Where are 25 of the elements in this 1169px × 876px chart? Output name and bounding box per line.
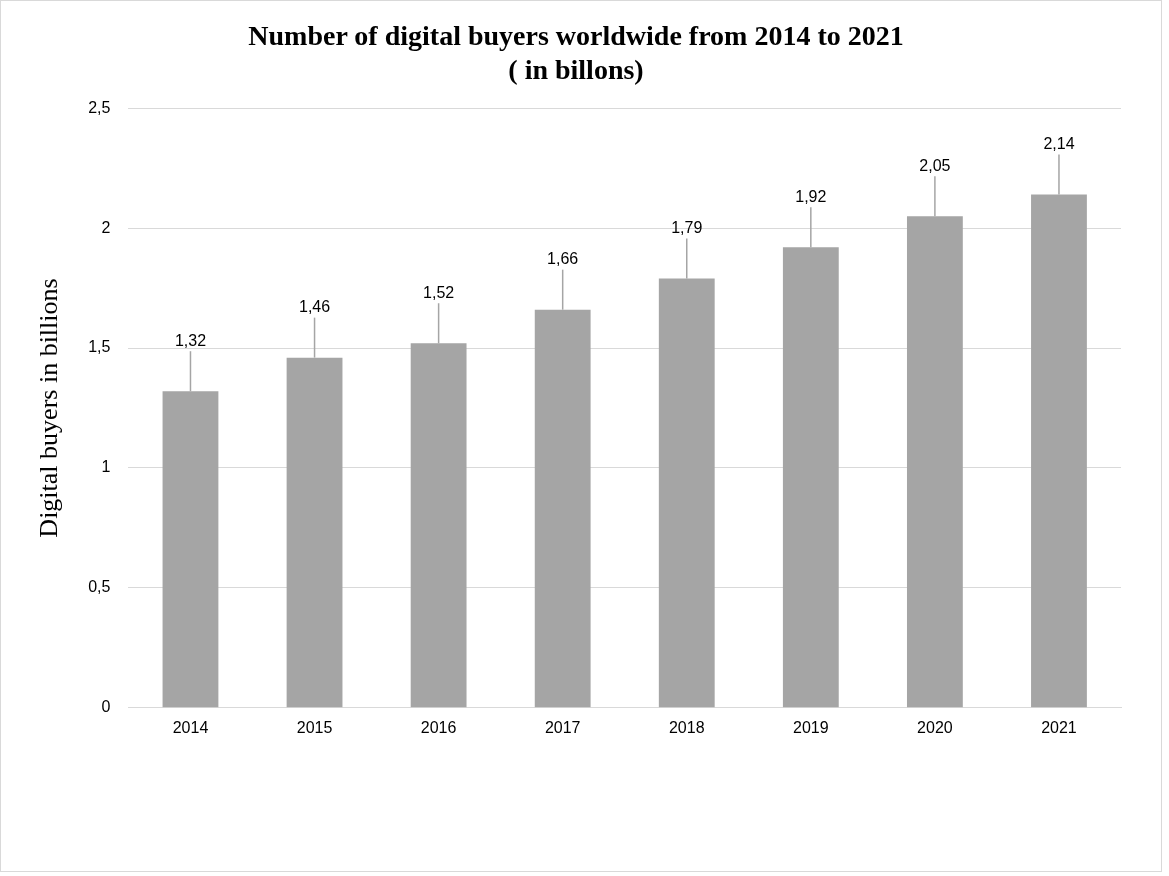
y-tick-label: 2 (101, 218, 111, 236)
data-label: 2,05 (919, 156, 951, 174)
x-tick-label: 2015 (296, 718, 333, 736)
text: ( in billons) (508, 53, 644, 85)
y-tick-label: 0 (101, 698, 111, 716)
x-tick-label: 2014 (172, 718, 209, 736)
data-label: 1,32 (174, 331, 207, 349)
x-tick-label: 2017 (544, 718, 581, 736)
data-label: 1,66 (547, 250, 579, 268)
data-label: 1,92 (795, 187, 827, 205)
x-tick-label: 2020 (917, 718, 953, 736)
y-tick-label: 1 (101, 458, 111, 476)
x-tick-label: 2019 (793, 718, 829, 736)
text: Number of digital buyers worldwide from 2014 to 2021 (248, 20, 904, 52)
y-tick-label: 2,5 (88, 98, 111, 116)
x-tick-label: 2021 (1041, 718, 1077, 736)
y-axis-title: Digital buyers in billions (34, 278, 64, 538)
y-tick-label: 0,5 (88, 578, 111, 596)
data-label: 2,14 (1043, 134, 1075, 152)
y-tick-label: 1,5 (88, 338, 111, 356)
x-tick-label: 2016 (420, 718, 457, 736)
data-label: 1,79 (671, 218, 703, 236)
x-tick-label: 2018 (668, 718, 705, 736)
data-label: 1,46 (298, 298, 331, 316)
data-label: 1,52 (423, 283, 455, 301)
